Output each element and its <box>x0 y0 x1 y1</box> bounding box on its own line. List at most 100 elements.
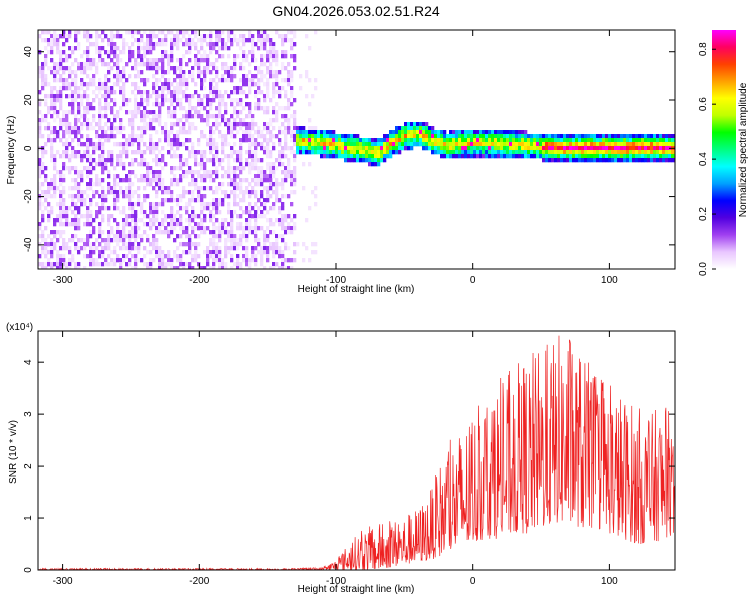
heatmap-cell <box>503 154 507 159</box>
heatmap-cell <box>485 146 489 151</box>
heatmap-cell <box>368 146 372 151</box>
heatmap-cell <box>170 90 174 95</box>
heatmap-cell <box>269 62 273 67</box>
heatmap-cell <box>422 134 426 139</box>
heatmap-cell <box>626 154 630 159</box>
heatmap-cell <box>101 186 105 191</box>
heatmap-cell <box>224 118 228 123</box>
heatmap-cell <box>101 166 105 171</box>
heatmap-cell <box>362 150 366 155</box>
heatmap-cell <box>437 150 441 155</box>
heatmap-cell <box>71 194 75 199</box>
heatmap-cell <box>209 98 213 103</box>
heatmap-cell <box>245 74 249 79</box>
heatmap-cell <box>173 138 177 143</box>
heatmap-cell <box>95 30 99 35</box>
heatmap-cell <box>131 42 135 47</box>
heatmap-cell <box>389 134 393 139</box>
heatmap-cell <box>248 90 252 95</box>
heatmap-cell <box>179 82 183 87</box>
heatmap-cell <box>248 130 252 135</box>
heatmap-cell <box>221 218 225 223</box>
heatmap-cell <box>41 86 45 91</box>
heatmap-cell <box>293 226 297 231</box>
heatmap-cell <box>131 110 135 115</box>
heatmap-cell <box>200 230 204 235</box>
heatmap-cell <box>170 94 174 99</box>
heatmap-cell <box>113 34 117 39</box>
heatmap-cell <box>254 178 258 183</box>
heatmap-cell <box>113 90 117 95</box>
heatmap-cell <box>101 250 105 255</box>
heatmap-cell <box>170 82 174 87</box>
heatmap-cell <box>272 162 276 167</box>
heatmap-cell <box>191 170 195 175</box>
heatmap-cell <box>632 142 636 147</box>
heatmap-cell <box>146 262 150 267</box>
heatmap-cell <box>50 114 54 119</box>
heatmap-cell <box>89 234 93 239</box>
heatmap-cell <box>407 130 411 135</box>
heatmap-cell <box>596 138 600 143</box>
heatmap-cell <box>86 234 90 239</box>
heatmap-cell <box>341 150 345 155</box>
heatmap-cell <box>239 66 243 71</box>
heatmap-cell <box>230 30 234 35</box>
heatmap-cell <box>254 218 258 223</box>
heatmap-cell <box>62 254 66 259</box>
heatmap-cell <box>167 90 171 95</box>
heatmap-cell <box>65 242 69 247</box>
heatmap-cell <box>245 210 249 215</box>
heatmap-cell <box>611 134 615 139</box>
heatmap-cell <box>233 118 237 123</box>
heatmap-cell <box>635 134 639 139</box>
heatmap-cell <box>518 154 522 159</box>
heatmap-cell <box>239 90 243 95</box>
heatmap-cell <box>44 198 48 203</box>
heatmap-cell <box>122 102 126 107</box>
heatmap-cell <box>227 30 231 35</box>
colorbar-ticks: 0.00.20.40.60.8 <box>698 42 716 276</box>
y-tick-label: 3 <box>23 411 34 417</box>
heatmap-cell <box>230 190 234 195</box>
heatmap-cell <box>98 78 102 83</box>
heatmap-cell <box>251 114 255 119</box>
heatmap-cell <box>59 234 63 239</box>
heatmap-cell <box>542 150 546 155</box>
heatmap-cell <box>155 202 159 207</box>
heatmap-cell <box>167 214 171 219</box>
heatmap-cell <box>74 46 78 51</box>
heatmap-cell <box>308 162 312 167</box>
heatmap-cell <box>581 142 585 147</box>
heatmap-cell <box>572 142 576 147</box>
heatmap-cell <box>215 122 219 127</box>
heatmap-cell <box>221 134 225 139</box>
heatmap-cell <box>254 234 258 239</box>
heatmap-cell <box>50 250 54 255</box>
heatmap-cell <box>104 238 108 243</box>
heatmap-cell <box>560 146 564 151</box>
heatmap-cell <box>614 138 618 143</box>
heatmap-cell <box>209 34 213 39</box>
heatmap-cell <box>194 58 198 63</box>
heatmap-cell <box>203 154 207 159</box>
heatmap-cell <box>170 182 174 187</box>
heatmap-cell <box>56 34 60 39</box>
heatmap-cell <box>155 154 159 159</box>
heatmap-cell <box>254 130 258 135</box>
heatmap-cell <box>503 146 507 151</box>
heatmap-cell <box>620 142 624 147</box>
heatmap-cell <box>653 138 657 143</box>
heatmap-cell <box>212 202 216 207</box>
heatmap-cell <box>194 154 198 159</box>
heatmap-cell <box>209 250 213 255</box>
heatmap-cell <box>62 202 66 207</box>
heatmap-cell <box>188 94 192 99</box>
heatmap-cell <box>263 178 267 183</box>
heatmap-cell <box>497 138 501 143</box>
heatmap-cell <box>227 154 231 159</box>
heatmap-cell <box>332 138 336 143</box>
heatmap-cell <box>119 154 123 159</box>
heatmap-cell <box>251 54 255 59</box>
heatmap-cell <box>626 146 630 151</box>
